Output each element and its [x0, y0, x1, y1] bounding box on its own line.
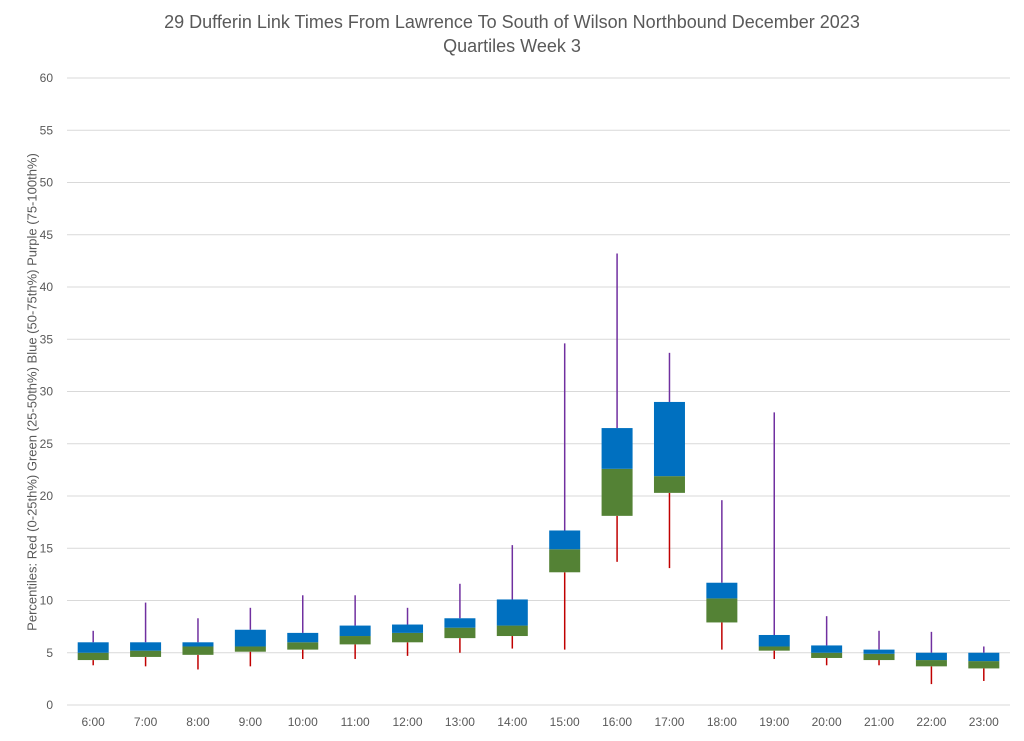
x-tick-label: 13:00 — [445, 715, 475, 729]
lower-box — [130, 650, 162, 657]
x-tick-label: 23:00 — [969, 715, 999, 729]
upper-box — [287, 632, 319, 643]
lower-box — [182, 646, 214, 655]
upper-box — [811, 645, 843, 653]
x-tick-label: 15:00 — [550, 715, 580, 729]
x-tick-label: 18:00 — [707, 715, 737, 729]
lower-box — [758, 646, 790, 651]
y-tick-label: 15 — [40, 541, 54, 555]
chart-title: 29 Dufferin Link Times From Lawrence To … — [0, 10, 1024, 58]
x-tick-label: 9:00 — [239, 715, 263, 729]
upper-box — [915, 652, 947, 661]
x-tick-label: 6:00 — [82, 715, 106, 729]
y-tick-label: 0 — [46, 698, 53, 712]
y-tick-label: 30 — [40, 385, 54, 399]
x-tick-label: 21:00 — [864, 715, 894, 729]
lower-box — [968, 661, 1000, 669]
y-tick-label: 45 — [40, 228, 54, 242]
lower-box — [77, 652, 109, 661]
x-tick-label: 10:00 — [288, 715, 318, 729]
x-tick-label: 14:00 — [497, 715, 527, 729]
y-tick-label: 40 — [40, 280, 54, 294]
upper-box — [968, 652, 1000, 662]
lower-box — [653, 476, 685, 493]
upper-box — [234, 629, 266, 647]
upper-box — [706, 582, 738, 599]
lower-box — [915, 660, 947, 667]
x-tick-label: 20:00 — [812, 715, 842, 729]
upper-box — [444, 618, 476, 628]
x-tick-label: 17:00 — [654, 715, 684, 729]
lower-box — [811, 652, 843, 658]
lower-box — [287, 642, 319, 650]
y-tick-label: 25 — [40, 437, 54, 451]
x-tick-label: 7:00 — [134, 715, 158, 729]
x-tick-label: 8:00 — [186, 715, 210, 729]
y-tick-label: 35 — [40, 332, 54, 346]
upper-box — [863, 649, 895, 654]
y-tick-label: 5 — [46, 646, 53, 660]
upper-box — [77, 642, 109, 653]
chart-title-line-2: Quartiles Week 3 — [443, 36, 581, 56]
upper-box — [549, 530, 581, 550]
lower-box — [392, 632, 424, 643]
upper-box — [182, 642, 214, 647]
y-tick-label: 55 — [40, 123, 54, 137]
chart-title-line-1: 29 Dufferin Link Times From Lawrence To … — [164, 12, 860, 32]
x-tick-label: 16:00 — [602, 715, 632, 729]
lower-box — [496, 625, 528, 637]
y-tick-label: 10 — [40, 594, 54, 608]
upper-box — [339, 625, 371, 637]
y-tick-label: 20 — [40, 489, 54, 503]
lower-box — [706, 598, 738, 623]
upper-box — [496, 599, 528, 626]
y-tick-label: 60 — [40, 71, 54, 85]
upper-box — [601, 428, 633, 469]
x-tick-label: 22:00 — [916, 715, 946, 729]
lower-box — [444, 627, 476, 639]
lower-box — [234, 646, 266, 652]
lower-box — [339, 636, 371, 645]
lower-box — [549, 549, 581, 573]
upper-box — [758, 634, 790, 647]
lower-box — [863, 653, 895, 661]
x-tick-label: 11:00 — [341, 715, 370, 729]
upper-box — [392, 624, 424, 633]
x-tick-label: 12:00 — [393, 715, 423, 729]
upper-box — [130, 642, 162, 651]
lower-box — [601, 468, 633, 516]
upper-box — [653, 401, 685, 477]
x-tick-label: 19:00 — [759, 715, 789, 729]
y-tick-label: 50 — [40, 176, 54, 190]
